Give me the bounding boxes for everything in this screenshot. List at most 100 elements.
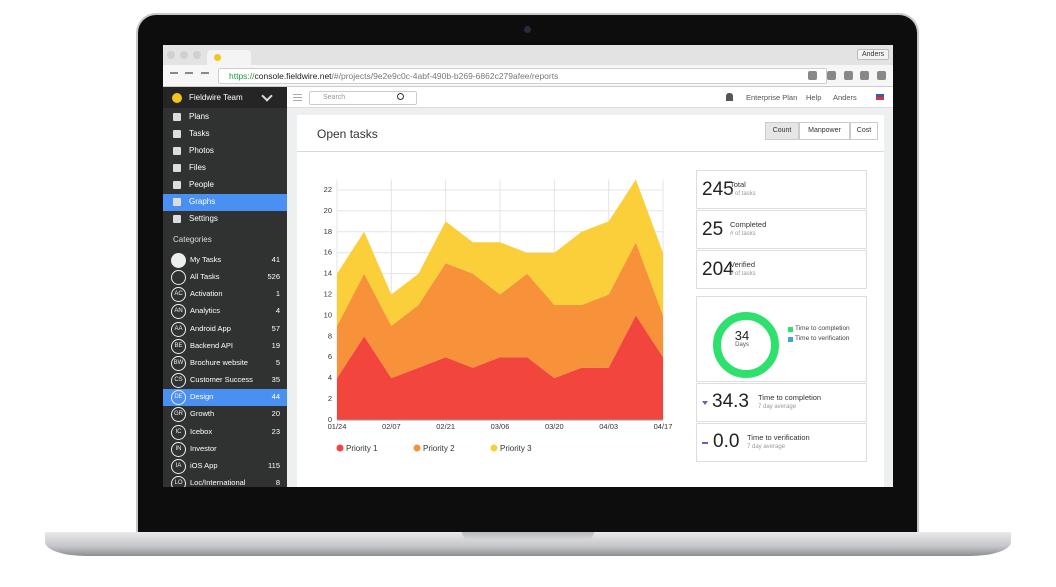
legend-label: Priority 3: [500, 444, 532, 453]
y-tick-label: 4: [328, 373, 332, 382]
metric-sub: 7 day average: [758, 404, 797, 410]
legend-label: Priority 1: [346, 444, 378, 453]
metric-label: Time to verification: [747, 433, 810, 442]
browser-icon[interactable]: [808, 71, 817, 80]
metric-sub: 7 day average: [747, 444, 786, 450]
category-badge: IA: [171, 458, 186, 474]
bell-icon[interactable]: [726, 93, 733, 101]
category-count: 41: [271, 255, 280, 264]
category-active: [163, 388, 287, 406]
category-name[interactable]: iOS App: [190, 460, 218, 470]
browser-icon[interactable]: [844, 71, 853, 80]
legend-swatch: [788, 337, 793, 342]
categories-title: Categories: [173, 235, 212, 244]
stat-label: Completed: [730, 220, 767, 229]
nav-item[interactable]: Plans: [189, 112, 210, 121]
nav-item[interactable]: Graphs: [189, 197, 216, 206]
topbar-link[interactable]: Anders: [833, 93, 857, 102]
stat-card: [696, 170, 867, 209]
window-button: [193, 51, 201, 59]
base-notch: [462, 532, 594, 540]
sidebar: [163, 87, 287, 487]
team-logo: [172, 93, 182, 103]
y-tick-label: 16: [324, 248, 332, 257]
browser-icon[interactable]: [877, 71, 886, 80]
category-name[interactable]: Activation: [190, 289, 223, 299]
nav-item[interactable]: Photos: [189, 146, 214, 155]
url-field[interactable]: [218, 68, 827, 84]
team-header[interactable]: [163, 87, 287, 108]
category-badge: IN: [171, 441, 186, 457]
category-name[interactable]: Customer Success: [190, 375, 253, 385]
nav-button[interactable]: [185, 72, 193, 82]
area: [337, 315, 663, 420]
category-name[interactable]: Icebox: [190, 426, 213, 436]
category-badge: AA: [171, 321, 186, 337]
y-tick-label: 8: [328, 331, 332, 340]
metric-card: [696, 383, 867, 422]
x-tick-label: 01/24: [328, 422, 347, 431]
legend-label: Time to completion: [795, 325, 850, 332]
tab-bar: [163, 45, 893, 65]
browser-icon[interactable]: [860, 71, 869, 80]
topbar-link[interactable]: Enterprise Plan: [746, 93, 798, 102]
category-count: 1: [275, 289, 280, 299]
legend-swatch: [490, 444, 498, 452]
search-icon: [397, 93, 404, 100]
category-count: 526: [267, 272, 280, 282]
category-badge: BW: [171, 355, 186, 371]
report-title: Open tasks: [317, 127, 378, 141]
screen: Anders https://console.fieldwire.net/#/pr…: [163, 45, 893, 487]
category-name[interactable]: Loc/International: [190, 477, 246, 487]
nav-item[interactable]: Files: [189, 163, 206, 172]
report-tab[interactable]: Count: [765, 122, 799, 140]
category-count: 44: [271, 392, 280, 402]
legend-label: Priority 2: [423, 444, 455, 453]
search-box[interactable]: [309, 91, 417, 105]
hamburger-line[interactable]: [293, 97, 302, 98]
metric-card: [696, 423, 867, 462]
stat-value: 245: [702, 179, 734, 200]
category-count: 5: [275, 357, 280, 367]
category-name[interactable]: Investor: [190, 443, 217, 453]
hamburger-line[interactable]: [293, 94, 302, 95]
nav-icon: [173, 198, 181, 206]
topbar-link[interactable]: Help: [806, 93, 822, 102]
category-name[interactable]: All Tasks: [190, 272, 220, 282]
x-tick-label: 03/06: [491, 422, 510, 431]
nav-item[interactable]: Tasks: [189, 129, 210, 138]
metric-value: 0.0: [713, 431, 740, 452]
camera: [524, 26, 531, 33]
team-name[interactable]: Fieldwire Team: [189, 93, 243, 102]
tab-user: Anders: [857, 49, 890, 60]
category-count: 35: [271, 375, 280, 385]
report-tab[interactable]: Manpower: [799, 122, 850, 140]
nav-item[interactable]: Settings: [189, 214, 218, 223]
divider: [297, 151, 884, 152]
report-tab[interactable]: Cost: [850, 122, 878, 140]
category-name[interactable]: Backend API: [190, 340, 233, 350]
y-tick-label: 0: [328, 415, 332, 424]
category-count: 115: [268, 460, 280, 470]
category-name[interactable]: Design: [190, 392, 214, 402]
category-count: 20: [271, 409, 280, 419]
browser-icon[interactable]: [827, 71, 836, 80]
metric-value: 34.3: [712, 391, 749, 412]
nav-button[interactable]: [170, 72, 178, 82]
category-name[interactable]: Android App: [190, 323, 231, 333]
nav-button[interactable]: [201, 72, 209, 82]
nav-icon: [173, 215, 181, 223]
category-name[interactable]: My Tasks: [190, 255, 222, 264]
category-name[interactable]: Analytics: [190, 306, 221, 316]
area: [337, 242, 663, 379]
stat-card: [696, 210, 867, 249]
donut-ring: [713, 312, 779, 378]
x-tick-label: 04/17: [654, 422, 673, 431]
y-tick-label: 2: [328, 394, 332, 403]
hamburger-line[interactable]: [293, 100, 302, 101]
nav-item[interactable]: People: [189, 180, 214, 189]
category-name[interactable]: Growth: [190, 409, 215, 419]
stat-value: 25: [702, 219, 724, 240]
tab-favicon: [214, 54, 221, 61]
category-name[interactable]: Brochure website: [190, 357, 248, 367]
